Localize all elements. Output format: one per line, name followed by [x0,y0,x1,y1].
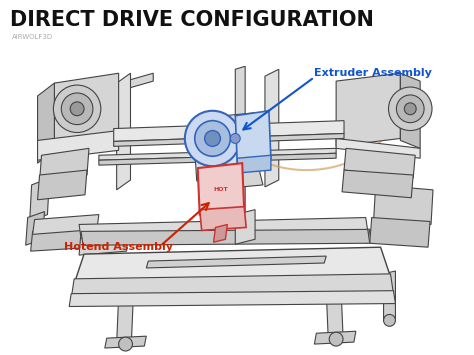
Text: Hotend Assembly: Hotend Assembly [64,242,173,252]
Polygon shape [79,218,368,238]
Circle shape [195,121,230,156]
Polygon shape [336,138,420,158]
Polygon shape [71,274,393,299]
Polygon shape [265,69,279,187]
Polygon shape [344,148,415,178]
Circle shape [185,111,240,166]
Polygon shape [33,214,99,234]
Circle shape [118,337,132,351]
Polygon shape [383,271,395,321]
Circle shape [329,332,343,346]
Text: HOT: HOT [213,187,228,192]
Polygon shape [114,121,344,141]
Polygon shape [235,111,271,163]
Polygon shape [30,178,49,222]
Circle shape [54,85,101,132]
Polygon shape [74,247,391,284]
Polygon shape [198,163,244,214]
Polygon shape [401,73,420,148]
Polygon shape [326,289,343,338]
Polygon shape [55,73,118,150]
Polygon shape [193,113,259,181]
Polygon shape [197,169,263,191]
Circle shape [389,87,432,131]
Circle shape [383,315,395,326]
Circle shape [205,131,220,146]
Polygon shape [370,218,430,247]
Polygon shape [37,83,55,163]
Polygon shape [374,185,433,224]
Circle shape [61,93,93,125]
Circle shape [404,103,416,115]
Polygon shape [37,170,87,200]
Text: AIRWOLF3D: AIRWOLF3D [12,34,53,40]
Polygon shape [314,219,370,243]
Polygon shape [118,73,153,91]
Polygon shape [146,256,326,268]
Polygon shape [81,229,370,245]
Polygon shape [26,212,45,245]
Polygon shape [213,224,228,242]
Polygon shape [235,210,255,244]
Polygon shape [200,207,246,230]
Polygon shape [31,228,97,251]
Circle shape [230,133,240,143]
Polygon shape [39,148,89,182]
Polygon shape [105,336,146,348]
Polygon shape [237,155,271,173]
Text: Extruder Assembly: Extruder Assembly [314,68,432,78]
Polygon shape [99,153,336,165]
Polygon shape [37,131,118,160]
Polygon shape [114,133,344,146]
Polygon shape [99,148,336,160]
Polygon shape [79,228,128,255]
Polygon shape [336,73,401,146]
Circle shape [396,95,424,122]
Polygon shape [342,170,413,198]
Circle shape [70,102,84,116]
Polygon shape [117,73,130,190]
Polygon shape [69,291,395,306]
Polygon shape [314,331,356,344]
Polygon shape [117,294,134,343]
Text: DIRECT DRIVE CONFIGURATION: DIRECT DRIVE CONFIGURATION [10,10,374,30]
Polygon shape [235,66,245,218]
